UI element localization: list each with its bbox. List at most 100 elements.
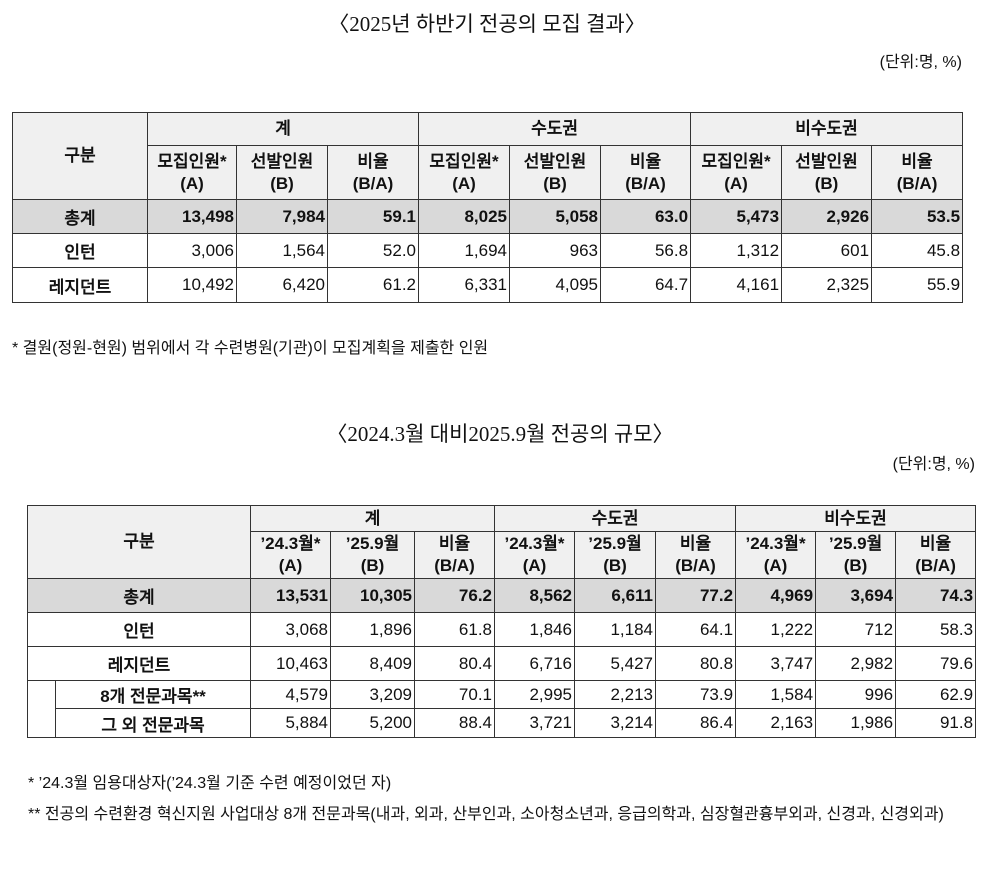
sub-header-name: 모집인원* bbox=[157, 151, 227, 171]
sub-header: 비율 (B/A) bbox=[655, 531, 737, 579]
data-cell: 1,184 bbox=[574, 612, 657, 647]
row-label: 총계 bbox=[12, 199, 148, 234]
sub-header-unit: (B) bbox=[270, 173, 294, 193]
sub-header-unit: (B/A) bbox=[896, 173, 938, 193]
sub-header: 모집인원* (A) bbox=[418, 145, 511, 200]
row-label: 인턴 bbox=[12, 233, 148, 268]
sub-header-name: ’24.3월* bbox=[504, 534, 565, 553]
sub-header: 비율 (B/A) bbox=[413, 531, 496, 579]
data-cell: 601 bbox=[781, 233, 873, 268]
data-cell: 79.6 bbox=[895, 646, 977, 681]
data-cell: 64.7 bbox=[600, 267, 692, 303]
notes: * ’24.3월 임용대상자(’24.3월 기준 수련 예정이었던 자) ** 전… bbox=[28, 768, 968, 830]
data-cell: 8,025 bbox=[418, 199, 511, 234]
data-cell: 70.1 bbox=[413, 680, 496, 709]
group-header: 비수도권 bbox=[735, 505, 977, 532]
sub-header: 선발인원 (B) bbox=[781, 145, 873, 200]
data-cell: 3,209 bbox=[330, 680, 415, 709]
data-cell: 13,498 bbox=[147, 199, 237, 234]
sub-header: ’25.9월 (B) bbox=[330, 531, 415, 579]
note-line: ** 전공의 수련환경 혁신지원 사업대상 8개 전문과목(내과, 외과, 산부… bbox=[28, 806, 944, 823]
data-row: 그 외 전문과목 5,884 5,200 88.4 3,721 3,214 86.4 2,16… bbox=[28, 708, 977, 738]
group-header: 계 bbox=[146, 112, 420, 146]
sub-header: ’24.3월* (A) bbox=[735, 531, 817, 579]
sub-header-name: ’24.3월* bbox=[260, 534, 321, 553]
sub-header: 선발인원 (B) bbox=[509, 145, 602, 200]
sub-header-unit: (B/A) bbox=[675, 556, 716, 575]
sub-header-unit: (A) bbox=[452, 173, 476, 193]
header-row: 모집인원* (A) 선발인원 (B) 비율 (B/A) 모집인원* (A) 선발인원 (B) 비율(… bbox=[13, 145, 964, 200]
data-cell: 3,006 bbox=[147, 233, 237, 268]
unit-label: (단위:명, %) bbox=[879, 54, 962, 71]
data-cell: 5,884 bbox=[250, 708, 331, 738]
data-row: 총계 13,498 7,984 59.1 8,025 5,058 63.0 5,473 2,92… bbox=[12, 199, 964, 234]
data-cell: 88.4 bbox=[413, 708, 496, 738]
group-header: 수도권 bbox=[418, 112, 692, 146]
sub-header-name: 비율 bbox=[679, 534, 712, 553]
sub-header-name: 선발인원 bbox=[795, 151, 858, 171]
data-cell: 712 bbox=[815, 612, 897, 647]
data-cell: 2,213 bbox=[574, 680, 657, 709]
sub-header-name: 비율 bbox=[629, 151, 662, 171]
sub-header-unit: (A) bbox=[522, 556, 547, 575]
data-row: 레지던트 10,463 8,409 80.4 6,716 5,427 80.8 3,747 2,… bbox=[27, 646, 977, 681]
size-table: 구분 계 수도권 비수도권 ’24.3월* (A) ’25.9월 (B) 비율 (B/A) ’24.… bbox=[27, 505, 977, 738]
sub-header-unit: (B) bbox=[603, 556, 627, 575]
data-row: 8개 전문과목** 4,579 3,209 70.1 2,995 2,213 73.9 1,5… bbox=[27, 680, 977, 738]
result-table: 구분 계 수도권 비수도권 모집인원* (A) 선발인원 (B) 비율 (B/A) 모집인원* (A)… bbox=[12, 112, 964, 303]
sub-header: 비율 (B/A) bbox=[895, 531, 977, 579]
row-label: 그 외 전문과목 bbox=[55, 708, 251, 738]
sub-header-unit: (B/A) bbox=[625, 173, 666, 193]
data-cell: 1,222 bbox=[735, 612, 817, 647]
data-cell: 86.4 bbox=[655, 708, 737, 738]
sub-header-name: ’25.9월 bbox=[345, 534, 400, 553]
data-cell: 5,058 bbox=[509, 199, 602, 234]
data-cell: 2,163 bbox=[735, 708, 817, 738]
data-cell: 53.5 bbox=[871, 199, 964, 234]
row-label: 총계 bbox=[27, 578, 251, 613]
data-cell: 2,926 bbox=[781, 199, 873, 234]
notes: * 결원(정원-현원) 범위에서 각 수련병원(기관)이 모집계획을 제출한 인… bbox=[12, 333, 962, 364]
data-cell: 45.8 bbox=[871, 233, 964, 268]
data-cell: 80.4 bbox=[413, 646, 496, 681]
unit-label: (단위:명, %) bbox=[892, 456, 975, 473]
data-cell: 6,420 bbox=[236, 267, 328, 303]
sub-header-unit: (A) bbox=[278, 556, 303, 575]
sub-header-name: 모집인원* bbox=[701, 151, 771, 171]
data-cell: 5,200 bbox=[330, 708, 415, 738]
data-row: 총계 13,531 10,305 76.2 8,562 6,611 77.2 4,969 3,6… bbox=[27, 578, 977, 613]
data-cell: 1,564 bbox=[236, 233, 328, 268]
data-cell: 996 bbox=[815, 680, 897, 709]
data-cell: 61.8 bbox=[413, 612, 496, 647]
data-cell: 77.2 bbox=[655, 578, 737, 613]
data-cell: 63.0 bbox=[600, 199, 692, 234]
header-cell: 구분 bbox=[12, 112, 148, 200]
data-cell: 10,492 bbox=[147, 267, 237, 303]
data-cell: 74.3 bbox=[895, 578, 977, 613]
data-cell: 5,427 bbox=[574, 646, 657, 681]
data-cell: 10,463 bbox=[250, 646, 331, 681]
group-header: 계 bbox=[249, 505, 496, 532]
data-row: 인턴 3,068 1,896 61.8 1,846 1,184 64.1 1,222 712 58… bbox=[27, 612, 977, 647]
sub-header-name: 선발인원 bbox=[523, 151, 587, 171]
data-cell: 62.9 bbox=[895, 680, 977, 709]
row-label: 레지던트 bbox=[27, 646, 251, 681]
sub-header-unit: (A) bbox=[763, 556, 788, 575]
row-label: 레지던트 bbox=[12, 267, 148, 303]
sub-header-unit: (A) bbox=[180, 173, 204, 193]
data-cell: 1,312 bbox=[690, 233, 783, 268]
sub-header: ’24.3월* (A) bbox=[494, 531, 576, 579]
group-header: 수도권 bbox=[494, 505, 737, 532]
data-cell: 4,161 bbox=[690, 267, 783, 303]
data-cell: 91.8 bbox=[895, 708, 977, 738]
table-body: 구분 계 수도권 비수도권 모집인원* (A) 선발인원 (B) 비율 (B/A) 모집인원* (A)… bbox=[12, 112, 964, 303]
data-cell: 13,531 bbox=[250, 578, 331, 613]
sub-header: 비율 (B/A) bbox=[600, 145, 692, 200]
sub-header-name: 비율 bbox=[901, 151, 933, 171]
data-row: 레지던트 10,492 6,420 61.2 6,331 4,095 64.7 4,161 2,… bbox=[12, 267, 964, 303]
header-row: ’24.3월* (A) ’25.9월 (B) 비율 (B/A) ’24.3월* (A) ’25.… bbox=[28, 531, 977, 579]
row-label: 8개 전문과목** bbox=[55, 680, 251, 709]
data-cell: 8,562 bbox=[494, 578, 576, 613]
data-row: 인턴 3,006 1,564 52.0 1,694 963 56.8 1,312 601 45.8 bbox=[12, 233, 964, 268]
